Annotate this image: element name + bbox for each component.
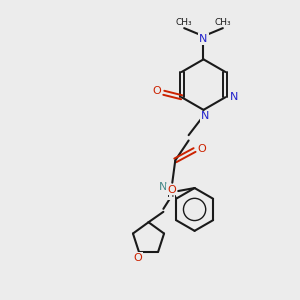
Text: N: N [199, 34, 208, 44]
Text: H: H [167, 189, 175, 199]
Text: O: O [198, 143, 206, 154]
Text: O: O [152, 86, 161, 96]
Text: O: O [133, 253, 142, 263]
Text: N: N [230, 92, 238, 102]
Text: CH₃: CH₃ [214, 18, 231, 27]
Text: N: N [201, 111, 209, 122]
Text: N: N [159, 182, 168, 192]
Text: CH₃: CH₃ [176, 18, 193, 27]
Text: O: O [167, 184, 176, 194]
